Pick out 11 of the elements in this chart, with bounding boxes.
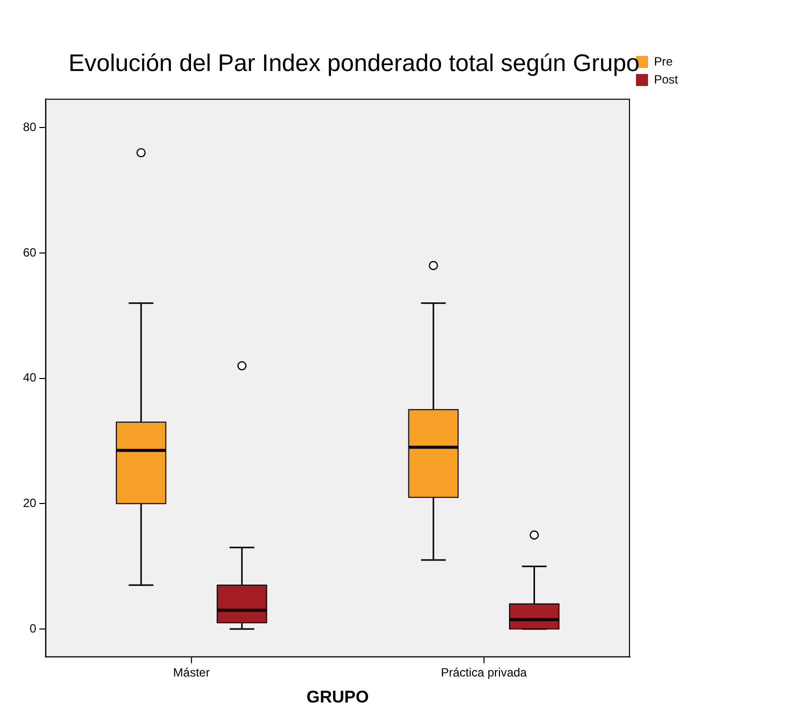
y-tick-label: 60 bbox=[22, 245, 37, 260]
legend-label: Pre bbox=[654, 54, 673, 68]
y-tick-label: 0 bbox=[30, 621, 37, 636]
y-tick-label: 40 bbox=[22, 370, 37, 385]
y-tick-label: 20 bbox=[22, 496, 37, 510]
x-tick-label: Práctica privada bbox=[440, 666, 528, 680]
legend-label: Post bbox=[654, 72, 679, 86]
x-tick-label: Máster bbox=[173, 666, 210, 680]
chart-title: Evolución del Par Index ponderado total según Grupo bbox=[68, 50, 640, 78]
y-tick-label: 80 bbox=[22, 120, 37, 134]
x-axis-title: GRUPO bbox=[306, 687, 369, 706]
